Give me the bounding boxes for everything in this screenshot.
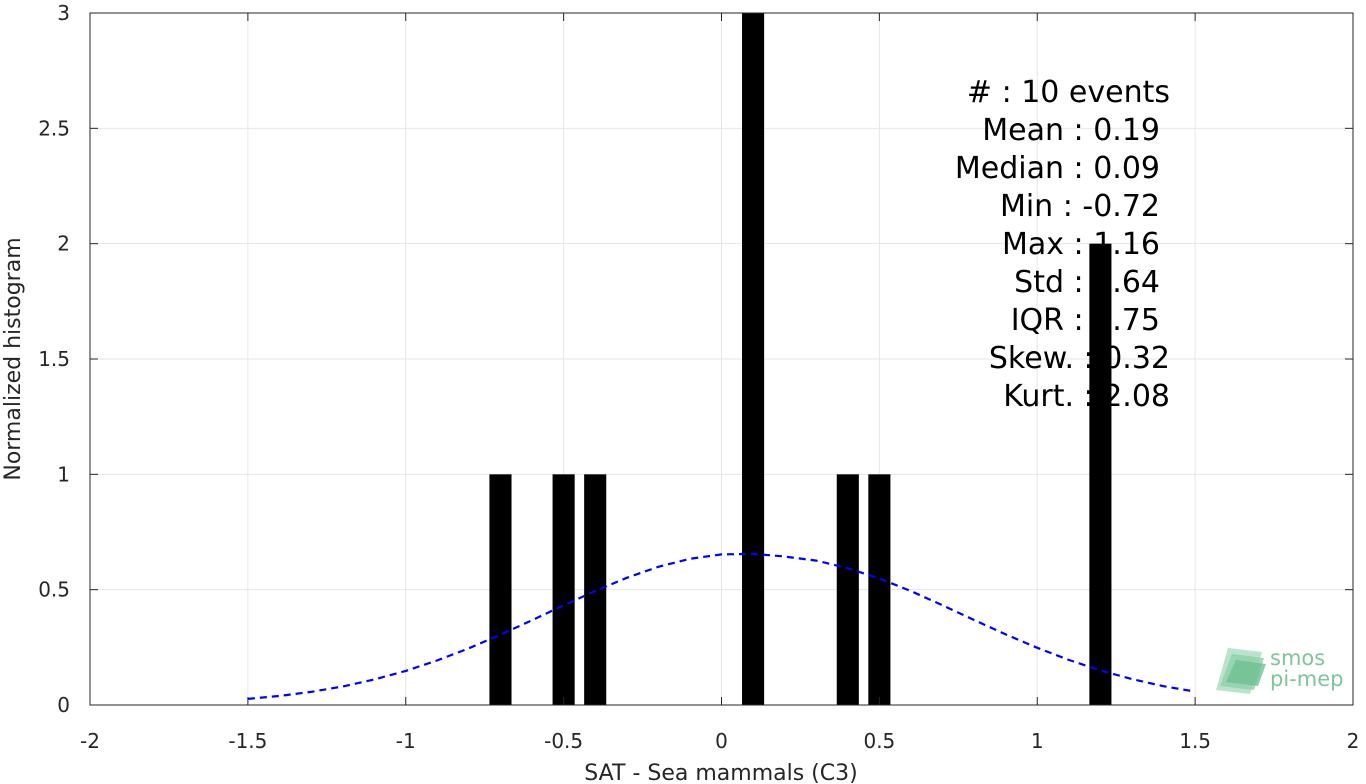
x-tick-label: -0.5	[544, 729, 583, 753]
histogram-bar	[868, 474, 891, 705]
x-tick-label: -1	[396, 729, 416, 753]
x-tick-label: 2	[1347, 729, 1360, 753]
histogram-bar	[1089, 243, 1112, 705]
smos-pi-mep-logo: smos pi-mep	[1216, 646, 1343, 694]
normal-fit-curve	[247, 552, 1196, 700]
x-tick-label: 1	[1031, 729, 1044, 753]
x-tick-label: -2	[80, 729, 100, 753]
x-tick-label: -1.5	[228, 729, 267, 753]
stats-line: IQR : 0.75	[1011, 303, 1160, 338]
y-tick-label: 1.5	[38, 347, 70, 371]
x-tick-label: 1.5	[1179, 729, 1211, 753]
x-tick-label: 0.5	[863, 729, 895, 753]
y-tick-label: 0	[57, 693, 70, 717]
stats-line: Max : 1.16	[1002, 227, 1160, 262]
histogram-bar	[584, 474, 607, 705]
y-tick-label: 3	[57, 1, 70, 25]
y-tick-labels: 0 0.5 1 1.5 2 2.5 3	[38, 1, 70, 717]
stats-line: Kurt. : 2.08	[1003, 379, 1170, 414]
x-axis-label: SAT - Sea mammals (C3)	[584, 761, 857, 784]
stats-line: Median : 0.09	[955, 151, 1160, 186]
y-tick-label: 0.5	[38, 578, 70, 602]
logo-text-pi-mep: pi-mep	[1270, 667, 1343, 691]
y-tick-label: 2.5	[38, 116, 70, 140]
stats-line: Std : 0.64	[1014, 265, 1160, 300]
stats-line: # : 10 events	[967, 75, 1170, 110]
stats-line: Min : -0.72	[1000, 189, 1160, 224]
logo-emblem-icon	[1216, 648, 1266, 694]
histogram-bar	[552, 474, 575, 705]
stats-line: Mean : 0.19	[982, 113, 1160, 148]
series-line	[247, 552, 1196, 700]
histogram-bar	[836, 474, 859, 705]
y-tick-label: 1	[57, 462, 70, 486]
histogram-bar	[742, 13, 765, 705]
stats-line: Skew. : 0.32	[989, 341, 1170, 376]
histogram-bar	[489, 474, 512, 705]
histogram-bars	[489, 13, 1112, 705]
y-tick-label: 2	[57, 232, 70, 256]
x-tick-label: 0	[715, 729, 728, 753]
axis-ticks	[89, 12, 1354, 706]
logo-text-smos: smos	[1270, 646, 1325, 670]
y-axis-label: Normalized histogram	[1, 237, 26, 480]
x-tick-labels: -2 -1.5 -1 -0.5 0 0.5 1 1.5 2	[80, 729, 1359, 753]
